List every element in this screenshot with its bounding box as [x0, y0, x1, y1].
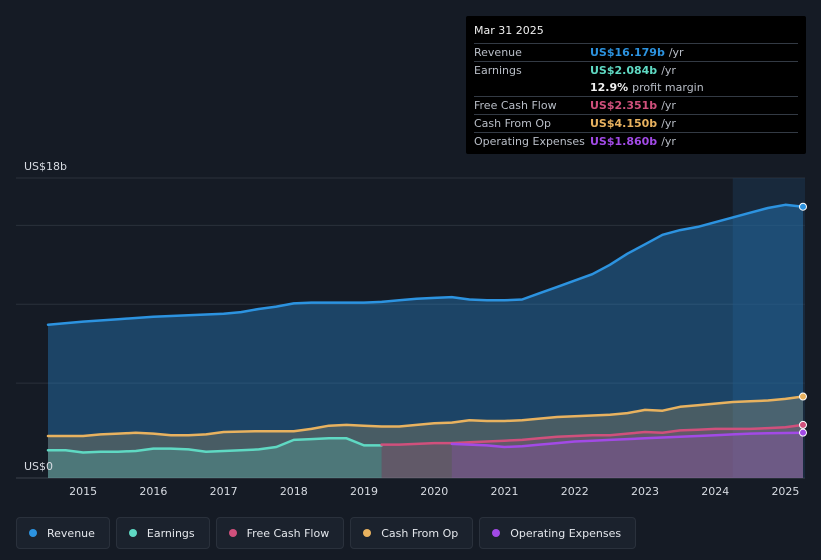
series-end-dot-free-cash-flow — [799, 420, 807, 429]
tooltip-unit: /yr — [668, 46, 684, 59]
x-tick-label: 2019 — [350, 485, 378, 498]
tooltip-label: Operating Expenses — [474, 135, 585, 148]
x-tick-label: 2020 — [420, 485, 448, 498]
tooltip-unit: /yr — [661, 117, 676, 130]
series-areas — [48, 204, 803, 479]
x-tick-label: 2025 — [771, 485, 799, 498]
chart-legend: Revenue Earnings Free Cash Flow Cash Fro… — [16, 517, 637, 549]
series-line-operating-expenses — [450, 431, 805, 449]
tooltip-unit: /yr — [661, 99, 676, 112]
tooltip-value: US$16.179b — [590, 46, 665, 59]
x-tick-label: 2024 — [701, 485, 729, 498]
tooltip-unit: /yr — [661, 64, 676, 77]
tooltip-row-earnings: Earnings US$2.084b /yr — [474, 62, 798, 79]
x-tick-label: 2015 — [69, 485, 97, 498]
data-tooltip: Mar 31 2025 Revenue US$16.179b /yr Earni… — [466, 16, 806, 154]
legend-dot-icon — [492, 529, 501, 537]
x-tick-label: 2018 — [280, 485, 308, 498]
series-end-dot-cash-from-op — [799, 392, 807, 401]
tooltip-row-profit-margin: 12.9% profit margin — [474, 79, 798, 97]
legend-dot-icon — [29, 529, 37, 537]
tooltip-unit: profit margin — [632, 81, 704, 94]
x-axis-ticks: 2015 2016 2017 2018 2019 2020 2021 2022 2023 2024… — [69, 485, 799, 498]
x-tick-label: 2016 — [139, 485, 167, 498]
x-tick-label: 2017 — [210, 485, 238, 498]
tooltip-label: Cash From Op — [474, 117, 552, 130]
series-end-dot-operating-expenses — [799, 428, 807, 437]
series-line-revenue — [46, 203, 805, 326]
legend-label: Revenue — [47, 526, 95, 540]
tooltip-row-cash-from-op: Cash From Op US$4.150b /yr — [474, 115, 798, 133]
tooltip-row-free-cash-flow: Free Cash Flow US$2.351b /yr — [474, 97, 798, 115]
legend-dot-icon — [363, 529, 372, 537]
tooltip-value: 12.9% — [590, 81, 629, 94]
x-tick-label: 2023 — [631, 485, 659, 498]
tooltip-label: Free Cash Flow — [474, 99, 557, 112]
series-area-free-cash-flow — [381, 424, 803, 478]
tooltip-row-revenue: Revenue US$16.179b /yr — [474, 44, 798, 62]
tooltip-unit: /yr — [661, 135, 676, 148]
legend-label: Free Cash Flow — [246, 526, 330, 540]
tooltip-label: Revenue — [474, 46, 522, 59]
x-tick-label: 2022 — [561, 485, 589, 498]
series-end-dots — [799, 202, 807, 437]
tooltip-date: Mar 31 2025 — [474, 23, 798, 44]
legend-label: Operating Expenses — [510, 526, 622, 540]
tooltip-value: US$1.860b — [590, 135, 658, 148]
series-area-operating-expenses — [451, 432, 803, 478]
tooltip-value: US$2.351b — [590, 99, 658, 112]
legend-dot-icon — [228, 529, 237, 537]
y-axis-max-label: US$18b — [24, 160, 67, 173]
x-tick-label: 2021 — [491, 485, 519, 498]
legend-dot-icon — [128, 529, 137, 537]
gridlines — [16, 177, 805, 479]
series-line-cash-from-op — [46, 395, 805, 438]
series-area-revenue — [48, 204, 803, 479]
legend-label: Cash From Op — [381, 526, 459, 540]
y-axis-min-label: US$0 — [24, 460, 53, 473]
tooltip-value: US$2.084b — [590, 64, 658, 77]
series-lines — [46, 203, 805, 454]
legend-item-revenue[interactable]: Revenue — [16, 517, 110, 549]
series-line-earnings — [46, 437, 383, 454]
tooltip-value: US$4.150b — [590, 117, 658, 130]
tooltip-label: Earnings — [474, 64, 522, 77]
series-area-earnings — [48, 438, 382, 478]
legend-item-operating-expenses[interactable]: Operating Expenses — [479, 517, 637, 549]
series-end-dot-revenue — [799, 202, 807, 211]
legend-item-earnings[interactable]: Earnings — [115, 517, 210, 549]
tooltip-label — [474, 79, 590, 96]
series-area-cash-from-op — [48, 396, 803, 478]
legend-label: Earnings — [146, 526, 195, 540]
tooltip-row-operating-expenses: Operating Expenses US$1.860b /yr — [474, 133, 798, 150]
legend-item-cash-from-op[interactable]: Cash From Op — [350, 517, 474, 549]
legend-item-free-cash-flow[interactable]: Free Cash Flow — [215, 517, 345, 549]
